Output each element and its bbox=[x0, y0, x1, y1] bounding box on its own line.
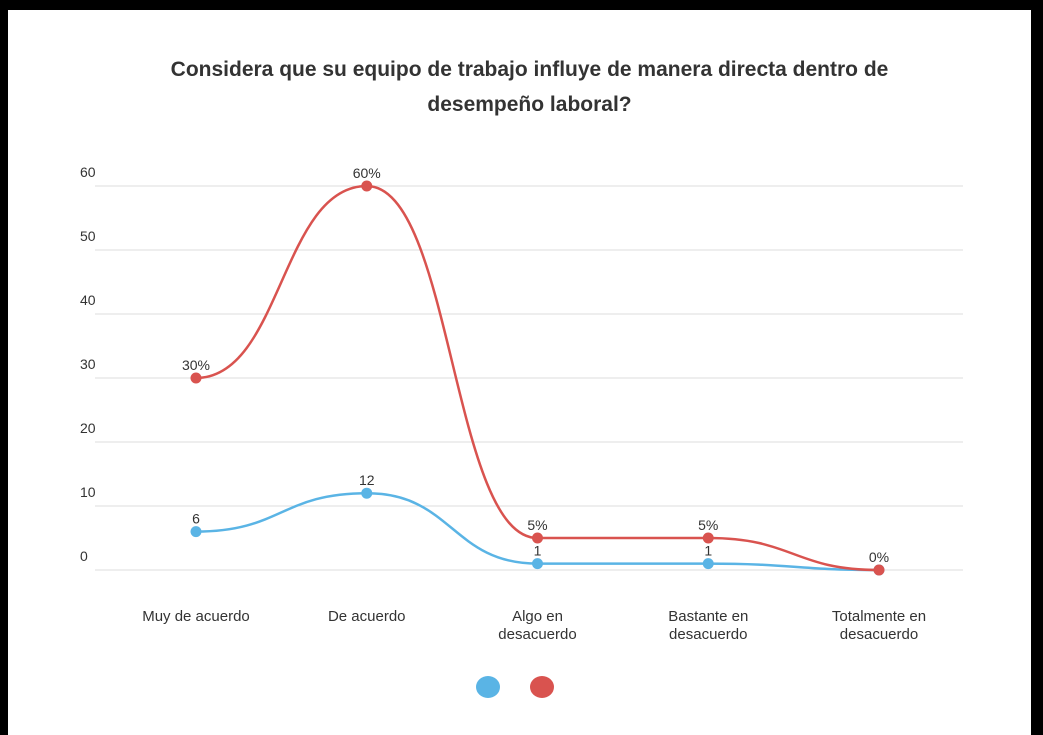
value-label: 0% bbox=[869, 549, 889, 565]
point bbox=[361, 180, 373, 192]
x-tick-label: Bastante en desacuerdo bbox=[668, 608, 749, 643]
value-label: 1 bbox=[534, 543, 542, 559]
y-tick-label: 60 bbox=[80, 164, 96, 180]
point bbox=[361, 487, 373, 499]
value-label: 5% bbox=[527, 517, 547, 533]
value-label: 6 bbox=[192, 511, 200, 527]
x-tick-label: Muy de acuerdo bbox=[142, 608, 250, 625]
x-tick-label: Algo en desacuerdo bbox=[498, 608, 577, 643]
point bbox=[532, 558, 543, 570]
point bbox=[190, 526, 202, 538]
y-tick-label: 0 bbox=[80, 548, 88, 564]
x-tick-label: De acuerdo bbox=[327, 608, 406, 625]
y-tick-label: 50 bbox=[80, 228, 96, 244]
y-tick-label: 20 bbox=[80, 420, 96, 436]
series-line bbox=[195, 491, 880, 572]
point bbox=[702, 532, 714, 544]
y-tick-label: 40 bbox=[80, 292, 96, 308]
value-label: 12 bbox=[359, 472, 375, 488]
legend-marker bbox=[530, 676, 554, 698]
point bbox=[702, 558, 714, 570]
value-label: 1 bbox=[704, 543, 712, 559]
value-label: 30% bbox=[182, 357, 210, 373]
point bbox=[873, 564, 885, 576]
legend-marker bbox=[476, 676, 500, 698]
chart-title: Considera que su equipo de trabajo influ… bbox=[170, 58, 889, 116]
value-label: 5% bbox=[698, 517, 718, 533]
y-tick-label: 30 bbox=[80, 356, 96, 372]
y-tick-label: 10 bbox=[80, 484, 96, 500]
point bbox=[190, 372, 202, 384]
point bbox=[532, 532, 543, 544]
value-label: 60% bbox=[353, 165, 381, 181]
x-tick-label: Totalmente en desacuerdo bbox=[831, 608, 927, 643]
series-line bbox=[195, 184, 880, 572]
